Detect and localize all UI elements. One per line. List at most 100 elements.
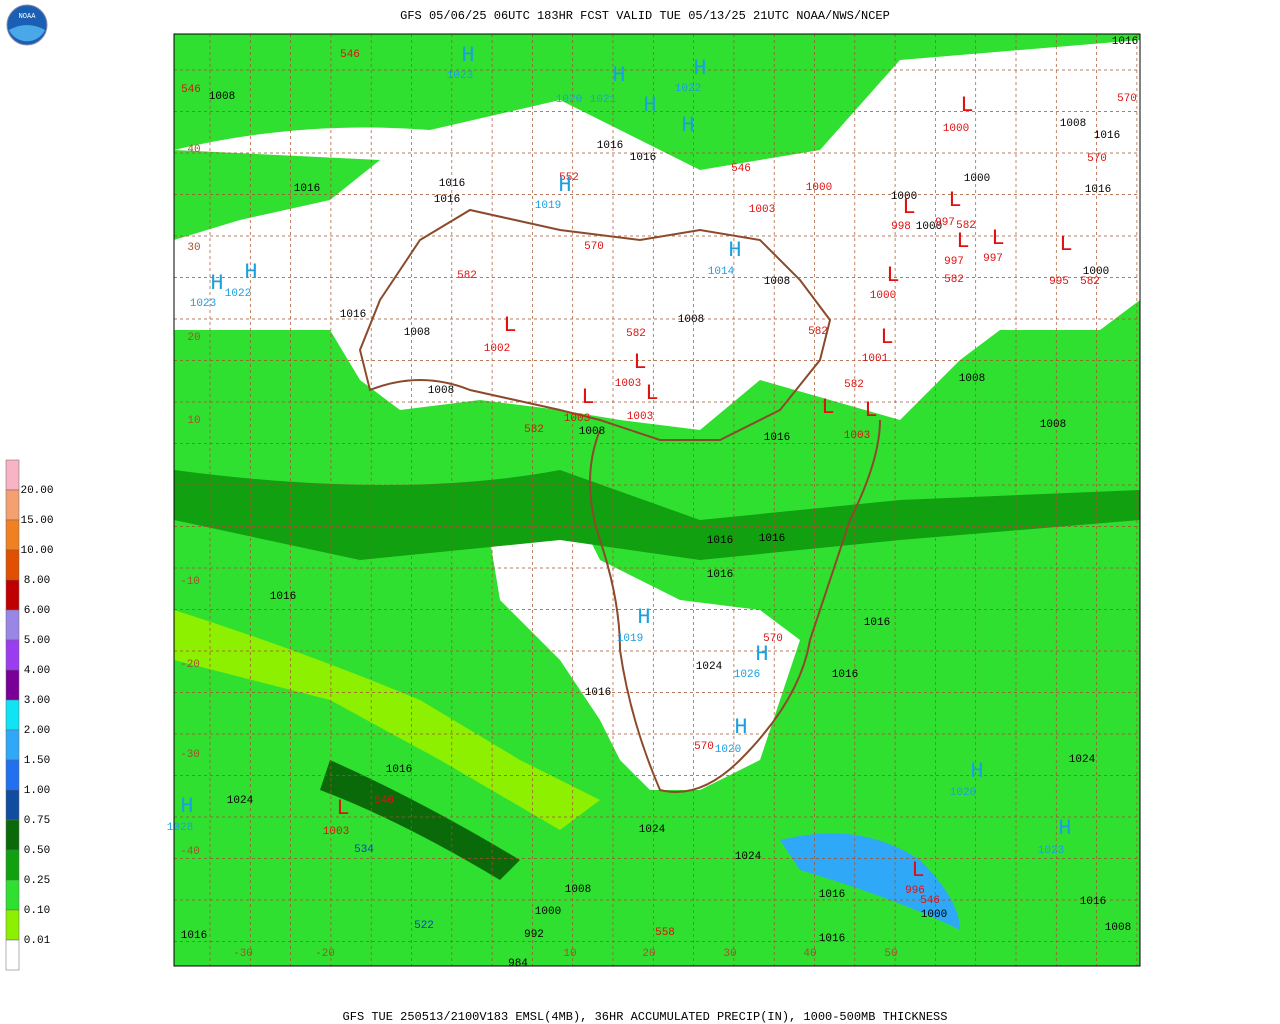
isobar-label: 1008 [1060,118,1086,130]
legend-swatch [5,759,20,791]
low-value: 1000 [870,290,896,302]
legend-swatch [5,519,20,551]
legend-swatch [5,819,20,851]
legend-label: 5.00 [24,635,50,647]
low-value: 996 [905,885,925,897]
isobar-label: 984 [508,958,528,970]
lon-label: 40 [803,948,816,960]
isobar-label: 1024 [227,795,254,807]
isobar-label: 1024 [639,824,666,836]
cold-thickness-label: 534 [354,844,374,856]
legend-swatch [5,489,20,521]
thickness-label: 582 [944,274,964,286]
low-value: 1003 [564,413,590,425]
lon-label: 30 [723,948,736,960]
legend-swatch [5,669,20,701]
lat-label: -10 [180,576,200,588]
thickness-label: 546 [181,84,201,96]
high-value: 1019 [617,633,643,645]
high-value: 1014 [708,266,735,278]
legend-swatch [5,909,20,941]
isobar-label: 1008 [764,276,790,288]
legend-label: 0.75 [24,815,50,827]
high-value: 1019 [535,200,561,212]
lon-label: -30 [233,948,253,960]
isobar-label: 1016 [819,889,845,901]
high-symbol: H [728,238,741,263]
low-symbol: L [960,93,973,118]
high-symbol: H [180,794,193,819]
legend-label: 8.00 [24,575,50,587]
isobar-label: 1016 [340,309,366,321]
light-band [174,610,600,830]
lat-label: 10 [187,415,200,427]
low-symbol: L [902,195,915,220]
high-value: 1023 [1038,845,1064,857]
high-value: 1022 [225,288,251,300]
legend-swatch [5,459,20,491]
thickness-label: 582 [808,326,828,338]
legend-label: 20.00 [20,485,53,497]
heavy-precip [780,833,960,930]
low-value: 1003 [844,430,870,442]
isobar-label: 992 [524,929,544,941]
isobar-label: 1008 [959,373,985,385]
isobar-label: 1000 [1083,266,1109,278]
low-value: 1000 [943,123,969,135]
thickness-label: 546 [731,163,751,175]
isobar-label: 1016 [864,617,890,629]
map-area: 1016 1008 1016 1016 1016 1016 1008 1008 1008 1000… [167,33,1141,970]
isobar-label: 1024 [1069,754,1096,766]
isobar-label: 1008 [1040,419,1066,431]
high-symbol: H [244,260,257,285]
title: GFS 05/06/25 06UTC 183HR FCST VALID TUE … [400,9,890,23]
low-symbol: L [991,226,1004,251]
map-frame [173,33,1141,967]
high-symbol: H [693,56,706,81]
legend-swatch [5,939,20,971]
logo: NOAA [6,4,48,46]
isobar-label: 1008 [579,426,605,438]
isobar-label: 1008 [404,327,430,339]
low-value: 997 [983,253,1003,265]
high-symbol: H [612,63,625,88]
lon-label: 50 [884,948,897,960]
high-symbol: H [755,642,768,667]
legend-swatch [5,699,20,731]
isobar-label: 1016 [439,178,465,190]
lat-label: -30 [180,749,200,761]
isobar-label: 1016 [1094,130,1120,142]
thickness-label: 570 [1117,93,1137,105]
low-value: 1000 [806,182,832,194]
footer-caption: GFS TUE 250513/2100V183 EMSL(4MB), 36HR … [343,1010,948,1024]
high-value: 1022 [675,83,701,95]
high-symbol: H [210,271,223,296]
lat-label: 20 [187,332,200,344]
storm-track [320,760,520,880]
low-symbol: L [336,796,349,821]
high-symbol: H [558,173,571,198]
low-value: 1003 [615,378,641,390]
isobar-label: 1016 [294,183,320,195]
logo-wave [9,25,45,42]
dry-north [174,40,1140,430]
dry-south [490,500,800,790]
legend-swatch [5,549,20,581]
legend-label: 0.10 [24,905,50,917]
isobar-label: 1000 [964,173,990,185]
low-symbol: L [503,313,516,338]
legend-label: 0.50 [24,845,50,857]
thickness-label: 582 [956,220,976,232]
low-value: 998 [891,221,911,233]
map-labels: 1016 1008 1016 1016 1016 1016 1008 1008 1008 1000… [167,36,1138,970]
high-symbol: H [637,605,650,630]
isobar-label: 1008 [565,884,591,896]
low-value: 1003 [749,204,775,216]
legend-swatch [5,789,20,821]
low-symbol: L [633,350,646,375]
isobar-label: 1016 [597,140,623,152]
isobar-label: 1008 [678,314,704,326]
low-symbol: L [581,385,594,410]
isobar-label: 1016 [630,152,656,164]
